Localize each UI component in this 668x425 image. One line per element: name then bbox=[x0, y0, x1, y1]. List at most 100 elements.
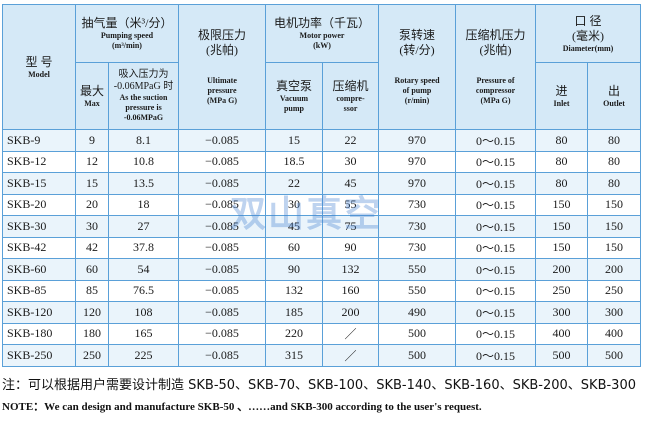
value-cell: 970 bbox=[378, 172, 457, 195]
text: 压缩机 bbox=[332, 78, 369, 93]
text: (MPa G) bbox=[207, 96, 237, 105]
text: 最大 bbox=[79, 83, 104, 98]
text: Pressure of bbox=[476, 76, 515, 85]
value-cell: 730 bbox=[378, 215, 457, 238]
text: 型 号 bbox=[25, 54, 53, 69]
text: (m³/min) bbox=[112, 41, 142, 50]
value-cell: 80 bbox=[535, 129, 589, 152]
text: of pump bbox=[402, 86, 432, 95]
value-cell: ／ bbox=[321, 344, 380, 367]
model-cell: SKB-30 bbox=[2, 215, 76, 238]
text: 压缩机压力 bbox=[465, 28, 526, 42]
table-row: SKB-20 20 18 −0.085 30 55 730 0～0.15 150 150 bbox=[2, 193, 642, 216]
value-cell: 150 bbox=[587, 236, 642, 259]
header-cell: 真空泵 Vacuum pump bbox=[265, 62, 323, 130]
value-cell: 180 bbox=[75, 322, 109, 345]
header-cell: 极限压力 (兆帕) Ultimate pressure (MPa G) bbox=[178, 4, 266, 130]
header-cell: 最大 Max bbox=[75, 62, 109, 130]
text: 吸入压力为 bbox=[118, 69, 169, 80]
value-cell: 150 bbox=[587, 193, 642, 216]
value-cell: 400 bbox=[587, 322, 642, 345]
text: (kW) bbox=[313, 41, 331, 50]
value-cell: 55 bbox=[321, 193, 380, 216]
value-cell: 90 bbox=[321, 236, 380, 259]
table-row: SKB-30 30 27 −0.085 45 75 730 0～0.15 150 150 bbox=[2, 215, 642, 238]
table-row: SKB-120 120 108 −0.085 185 200 490 0～0.15 300 300 bbox=[2, 301, 642, 324]
text: 极限压力 bbox=[197, 28, 246, 42]
value-cell: 45 bbox=[321, 172, 380, 195]
value-cell: 0～0.15 bbox=[455, 150, 537, 173]
value-cell: 0～0.15 bbox=[455, 236, 537, 259]
value-cell: 250 bbox=[75, 344, 109, 367]
header-cell: 抽气量（米³/分） Pumping speed (m³/min) bbox=[75, 4, 179, 63]
value-cell: 20 bbox=[75, 193, 109, 216]
text: Max bbox=[84, 98, 100, 108]
value-cell: 42 bbox=[75, 236, 109, 259]
value-cell: 8.1 bbox=[108, 129, 179, 152]
value-cell: 12 bbox=[75, 150, 109, 173]
model-cell: SKB-15 bbox=[2, 172, 76, 195]
value-cell: 22 bbox=[321, 129, 380, 152]
value-cell: 120 bbox=[75, 301, 109, 324]
table-row: SKB-250 250 225 −0.085 315 ／ 500 0～0.15 500 500 bbox=[2, 344, 642, 367]
value-cell: 30 bbox=[75, 215, 109, 238]
header-cell: 进 Inlet bbox=[535, 62, 589, 130]
value-cell: 132 bbox=[265, 279, 323, 302]
table-row: SKB-15 15 13.5 −0.085 22 45 970 0～0.15 80 80 bbox=[2, 172, 642, 195]
header-cell: 型 号 Model bbox=[2, 4, 76, 130]
text: pump bbox=[283, 103, 304, 113]
header-cell: 口 径 (毫米) Diameter(mm) bbox=[535, 4, 642, 63]
value-cell: −0.085 bbox=[178, 322, 266, 345]
text: (r/min) bbox=[404, 96, 430, 105]
text: (转/分) bbox=[399, 43, 435, 57]
value-cell: −0.085 bbox=[178, 129, 266, 152]
value-cell: −0.085 bbox=[178, 236, 266, 259]
text: Inlet bbox=[553, 98, 570, 108]
header-cell: 吸入压力为 -0.06MPaG 时 As the suction pressure i… bbox=[108, 62, 179, 130]
text: Motor power bbox=[299, 31, 345, 40]
text: (兆帕) bbox=[479, 43, 512, 57]
value-cell: 150 bbox=[587, 215, 642, 238]
text: Diameter(mm) bbox=[562, 43, 614, 53]
value-cell: 75 bbox=[321, 215, 380, 238]
text: 口 径 bbox=[574, 13, 602, 28]
value-cell: 150 bbox=[535, 193, 589, 216]
text: -0.06MPaG 时 bbox=[113, 81, 174, 92]
value-cell: 0～0.15 bbox=[455, 344, 537, 367]
value-cell: 54 bbox=[108, 258, 179, 281]
value-cell: 18 bbox=[108, 193, 179, 216]
text: 抽气量（米³/分） bbox=[81, 16, 173, 30]
value-cell: 315 bbox=[265, 344, 323, 367]
value-cell: 0～0.15 bbox=[455, 301, 537, 324]
value-cell: 165 bbox=[108, 322, 179, 345]
model-cell: SKB-180 bbox=[2, 322, 76, 345]
value-cell: 0～0.15 bbox=[455, 215, 537, 238]
table-body: SKB-9 9 8.1 −0.085 15 22 970 0～0.15 80 80 SKB-12 12… bbox=[2, 129, 642, 367]
value-cell: 85 bbox=[75, 279, 109, 302]
text: Model bbox=[28, 69, 50, 79]
value-cell: 730 bbox=[378, 236, 457, 259]
value-cell: 30 bbox=[265, 193, 323, 216]
value-cell: 90 bbox=[265, 258, 323, 281]
value-cell: 220 bbox=[265, 322, 323, 345]
value-cell: 108 bbox=[108, 301, 179, 324]
value-cell: 0～0.15 bbox=[455, 172, 537, 195]
value-cell: ／ bbox=[321, 322, 380, 345]
value-cell: 185 bbox=[265, 301, 323, 324]
text: ssor bbox=[343, 103, 358, 113]
value-cell: 970 bbox=[378, 150, 457, 173]
value-cell: 15 bbox=[75, 172, 109, 195]
model-cell: SKB-12 bbox=[2, 150, 76, 173]
value-cell: 80 bbox=[587, 172, 642, 195]
value-cell: 45 bbox=[265, 215, 323, 238]
value-cell: −0.085 bbox=[178, 301, 266, 324]
value-cell: 80 bbox=[587, 150, 642, 173]
text: 进 bbox=[555, 83, 568, 98]
value-cell: −0.085 bbox=[178, 344, 266, 367]
value-cell: 18.5 bbox=[265, 150, 323, 173]
header-cell: 压缩机压力 (兆帕) Pressure of compressor (MPa G) bbox=[455, 4, 537, 130]
text: pressure is bbox=[125, 103, 162, 112]
text: 泵转速 bbox=[399, 28, 436, 42]
text: compre- bbox=[336, 93, 365, 103]
value-cell: 500 bbox=[378, 322, 457, 345]
